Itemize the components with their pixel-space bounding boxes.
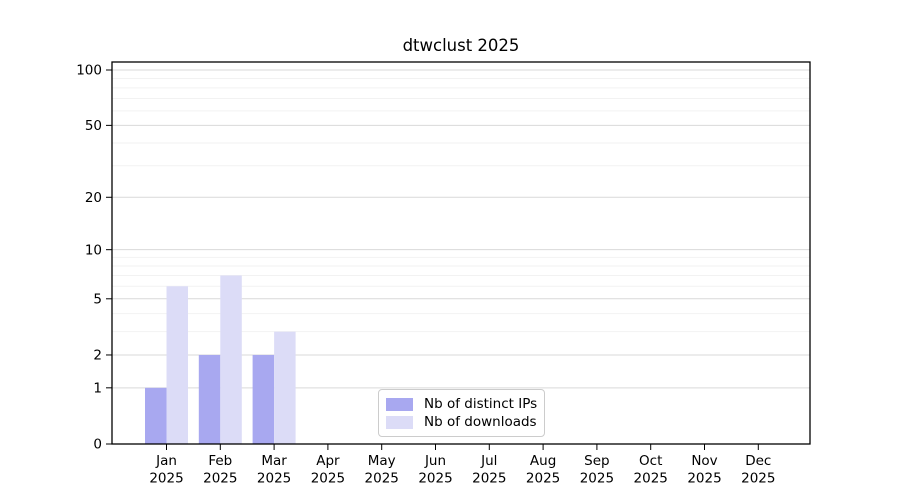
bar-distinct-ips-mar	[252, 354, 275, 444]
distinct-ips-swatch-icon	[386, 397, 413, 411]
y-tick-label: 50	[85, 118, 102, 134]
plot-border	[111, 61, 811, 445]
legend-label-downloads: Nb of downloads	[424, 414, 537, 430]
axes-layer: 0 1 2 5 10 20 50 100 Jan 2025 Feb 2025 Mar 2025 Apr 202…	[76, 61, 811, 487]
gridlines-layer	[112, 69, 810, 389]
legend-label-distinct-ips: Nb of distinct IPs	[424, 396, 538, 412]
x-tick-label: Jan 2025	[149, 453, 183, 487]
y-tick-label: 20	[85, 190, 102, 206]
y-tick-label: 1	[93, 381, 102, 397]
legend-item-downloads: Nb of downloads	[386, 413, 537, 431]
x-tick-label: Jun 2025	[418, 453, 452, 487]
x-tick-label: Aug 2025	[526, 453, 560, 487]
bar-downloads-feb	[220, 275, 242, 444]
x-tick-label: Jul 2025	[472, 453, 506, 487]
x-tick-label: Dec 2025	[741, 453, 775, 487]
downloads-swatch-icon	[386, 415, 413, 429]
bar-distinct-ips-jan	[145, 387, 167, 444]
x-tick-label: Nov 2025	[687, 453, 721, 487]
y-tick-label: 0	[93, 437, 102, 453]
legend: Nb of distinct IPs Nb of downloads	[378, 389, 545, 437]
bar-downloads-jan	[166, 286, 188, 444]
x-tick-label: Apr 2025	[311, 453, 345, 487]
chart-title: dtwclust 2025	[403, 36, 520, 55]
x-tick-label: Oct 2025	[634, 453, 668, 487]
x-tick-label: Sep 2025	[580, 453, 614, 487]
y-tick-label: 100	[76, 63, 102, 79]
bar-distinct-ips-feb	[198, 354, 221, 444]
legend-item-distinct-ips: Nb of distinct IPs	[386, 395, 538, 413]
y-tick-label: 2	[93, 348, 102, 364]
bar-downloads-mar	[274, 331, 296, 444]
x-tick-label: May 2025	[365, 453, 399, 487]
bars-layer	[145, 275, 296, 444]
x-tick-label: Feb 2025	[203, 453, 237, 487]
y-tick-label: 5	[93, 291, 102, 307]
y-tick-label: 10	[85, 242, 102, 258]
x-tick-label: Mar 2025	[257, 453, 291, 487]
